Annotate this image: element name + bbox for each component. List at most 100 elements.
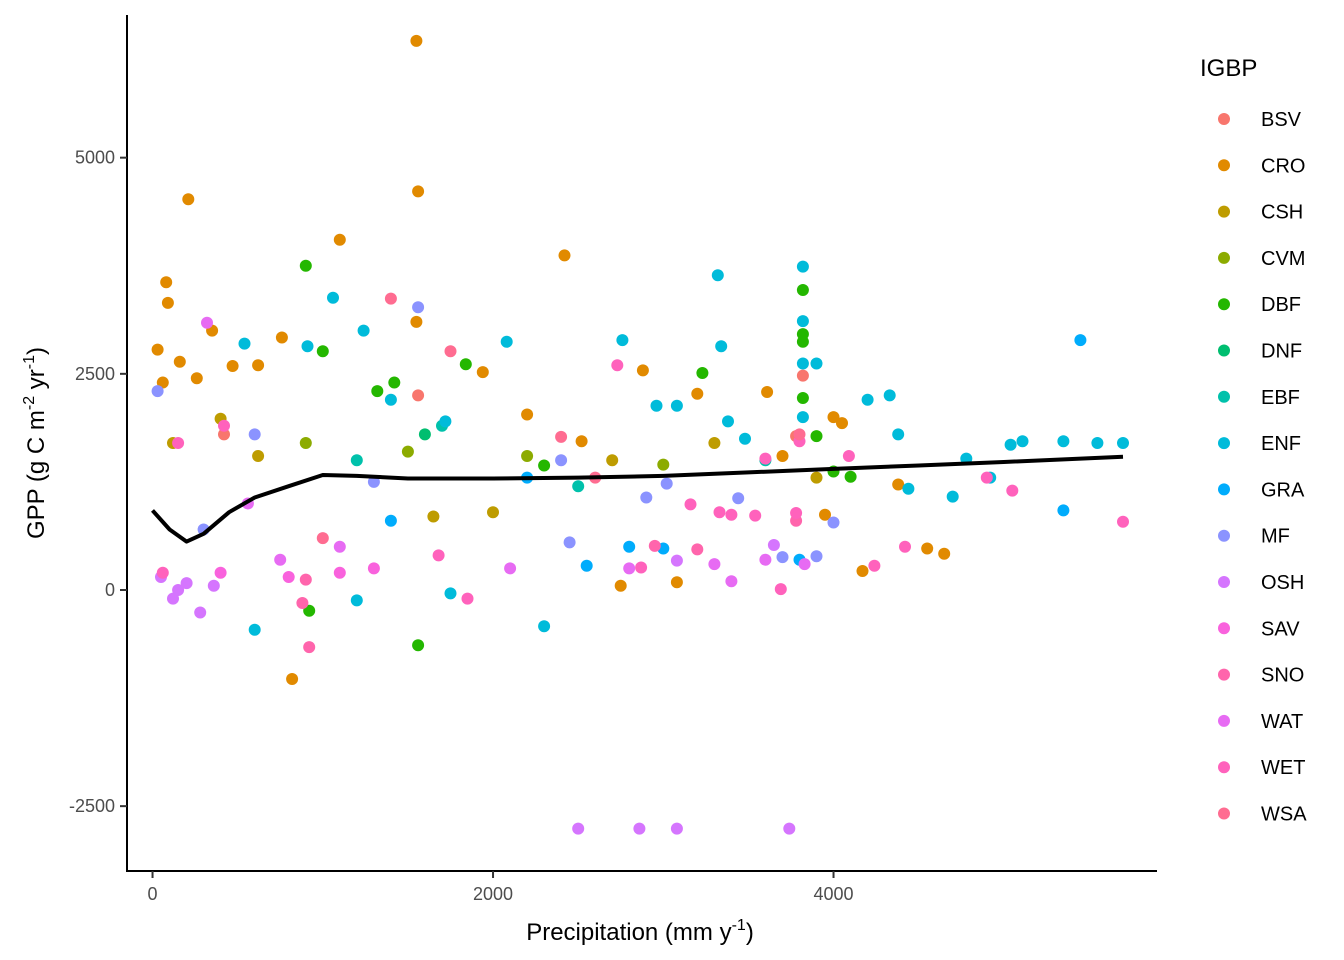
data-point-gra <box>623 540 636 553</box>
data-point-enf <box>946 490 959 503</box>
data-point-osh <box>767 539 780 551</box>
legend-item-dbf: DBF <box>1218 294 1301 316</box>
data-point-dbf <box>316 345 329 358</box>
data-point-wet <box>774 583 787 596</box>
data-point-wet <box>759 452 772 465</box>
legend-swatch <box>1218 622 1230 635</box>
data-point-wet <box>172 437 185 449</box>
data-point-cro <box>761 386 774 398</box>
legend-item-wet: WET <box>1218 757 1305 779</box>
data-point-enf <box>796 315 809 328</box>
data-point-mf <box>555 454 568 467</box>
legend-item-cro: CRO <box>1218 155 1305 177</box>
data-point-wet <box>980 471 993 484</box>
legend-label: MF <box>1261 526 1290 548</box>
legend-label: DNF <box>1261 341 1302 363</box>
legend-item-osh: OSH <box>1218 572 1304 594</box>
y-tick-label: 5000 <box>75 148 115 168</box>
legend-item-cvm: CVM <box>1218 248 1305 270</box>
data-point-cvm <box>657 458 670 471</box>
legend-swatch <box>1218 576 1230 588</box>
data-point-osh <box>783 822 796 835</box>
data-point-osh <box>180 577 193 590</box>
data-point-cro <box>156 376 169 389</box>
data-point-enf <box>500 335 513 348</box>
data-point-sav <box>333 566 346 579</box>
data-point-dbf <box>412 639 425 652</box>
legend-item-csh: CSH <box>1218 202 1303 224</box>
legend-item-wat: WAT <box>1218 711 1303 733</box>
legend-label: CSH <box>1261 202 1303 224</box>
data-point-osh <box>207 579 220 592</box>
data-point-cvm <box>521 450 534 462</box>
smooth-line-layer <box>151 454 1124 544</box>
data-point-csh <box>252 450 265 462</box>
data-point-cro <box>173 355 186 368</box>
data-point-wet <box>461 592 474 605</box>
data-point-enf <box>357 324 370 337</box>
data-point-enf <box>715 340 728 353</box>
data-point-mf <box>810 550 823 563</box>
data-point-gra <box>1074 334 1087 347</box>
data-point-cro <box>670 576 683 589</box>
legend-swatch <box>1218 437 1230 450</box>
data-point-cro <box>614 579 627 592</box>
data-point-wet <box>899 540 911 553</box>
legend-item-ebf: EBF <box>1218 387 1300 409</box>
data-point-cro <box>921 542 934 555</box>
legend-label: CRO <box>1261 155 1305 177</box>
legend-item-sno: SNO <box>1218 665 1304 687</box>
data-point-cro <box>938 547 951 560</box>
data-point-cro <box>691 387 704 400</box>
data-point-cro <box>558 249 571 262</box>
axes-layer <box>126 15 1157 872</box>
data-point-osh <box>172 584 185 596</box>
data-point-wat <box>274 553 287 566</box>
data-point-cro <box>286 673 299 685</box>
smooth-trend-line <box>151 454 1124 544</box>
data-point-mf <box>732 492 745 505</box>
data-point-dbf <box>810 430 823 443</box>
data-point-enf <box>350 594 363 607</box>
data-point-enf <box>711 269 724 282</box>
legend-label: SAV <box>1261 618 1300 640</box>
data-point-csh <box>427 510 440 523</box>
data-point-osh <box>572 822 585 835</box>
x-tick-label: 2000 <box>473 884 513 904</box>
data-point-wsa <box>793 428 806 441</box>
y-tick-label: 2500 <box>75 364 115 384</box>
legend-item-dnf: DNF <box>1218 341 1302 363</box>
data-point-csh <box>708 437 721 449</box>
y-tick-label: -2500 <box>69 796 115 816</box>
data-point-cvm <box>401 445 414 458</box>
data-point-bsv <box>412 389 425 402</box>
legend-label: BSV <box>1261 109 1302 131</box>
data-point-cro <box>333 233 346 246</box>
data-point-enf <box>616 334 629 347</box>
data-point-wat <box>759 553 772 566</box>
data-point-sno <box>691 543 704 556</box>
data-point-cro <box>476 366 489 379</box>
data-point-sno <box>303 641 316 654</box>
data-point-enf <box>861 393 874 406</box>
data-point-wet <box>713 506 726 519</box>
data-point-wat <box>504 562 517 575</box>
data-point-enf <box>384 393 397 406</box>
data-point-mf <box>248 428 261 441</box>
legend: IGBP BSV CRO CSH CVM DBF DNF EBF ENF GRA MF OSH SAV… <box>1200 55 1307 826</box>
data-point-cro <box>190 372 203 385</box>
data-point-bsv <box>218 428 230 441</box>
data-point-enf <box>1117 437 1129 449</box>
data-point-cro <box>836 417 848 430</box>
legend-swatch <box>1218 529 1230 542</box>
data-point-wet <box>842 450 855 462</box>
data-point-osh <box>633 822 646 835</box>
data-point-cro <box>275 331 288 344</box>
legend-item-mf: MF <box>1218 526 1290 548</box>
data-point-enf <box>1016 435 1029 448</box>
data-point-wet <box>684 498 697 511</box>
legend-swatch <box>1218 483 1230 496</box>
legend-swatch <box>1218 761 1230 774</box>
legend-swatch <box>1218 251 1230 264</box>
legend-title: IGBP <box>1200 55 1257 82</box>
